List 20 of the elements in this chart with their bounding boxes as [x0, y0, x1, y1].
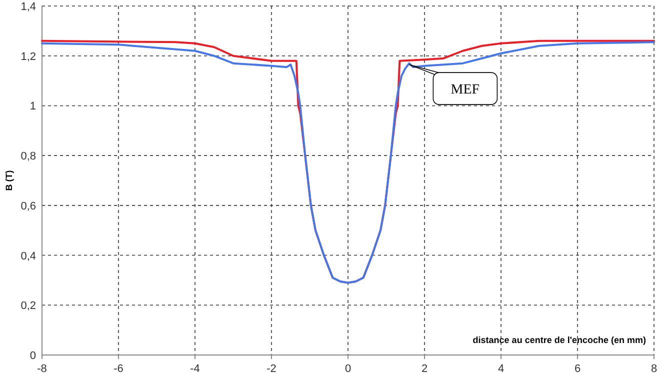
- y-tick-label: 1,4: [20, 1, 36, 13]
- x-tick-label: 0: [344, 363, 352, 375]
- annotation: MEF: [450, 82, 480, 98]
- y-tick-label: 0,2: [20, 300, 36, 312]
- x-tick-label: -6: [114, 363, 124, 375]
- y-tick-label: 1,2: [20, 50, 36, 63]
- x-tick-label: -2: [266, 363, 276, 375]
- y-tick-label: 0,8: [20, 150, 36, 163]
- x-tick-label: -8: [37, 363, 47, 375]
- x-tick-label: -4: [190, 363, 200, 375]
- x-tick-label: 6: [574, 363, 581, 375]
- y-tick-label: 0: [30, 350, 36, 362]
- x-axis-title: distance au centre de l'encoche (en mm): [472, 335, 646, 345]
- x-tick-label: 2: [421, 363, 428, 375]
- y-axis-title: B (T): [4, 170, 14, 191]
- y-tick-label: 0,6: [20, 200, 36, 212]
- y-tick-label: 0,4: [20, 250, 36, 262]
- y-tick-label: 1: [30, 100, 36, 113]
- x-tick-label: 4: [498, 363, 504, 375]
- x-tick-label: 8: [650, 363, 658, 375]
